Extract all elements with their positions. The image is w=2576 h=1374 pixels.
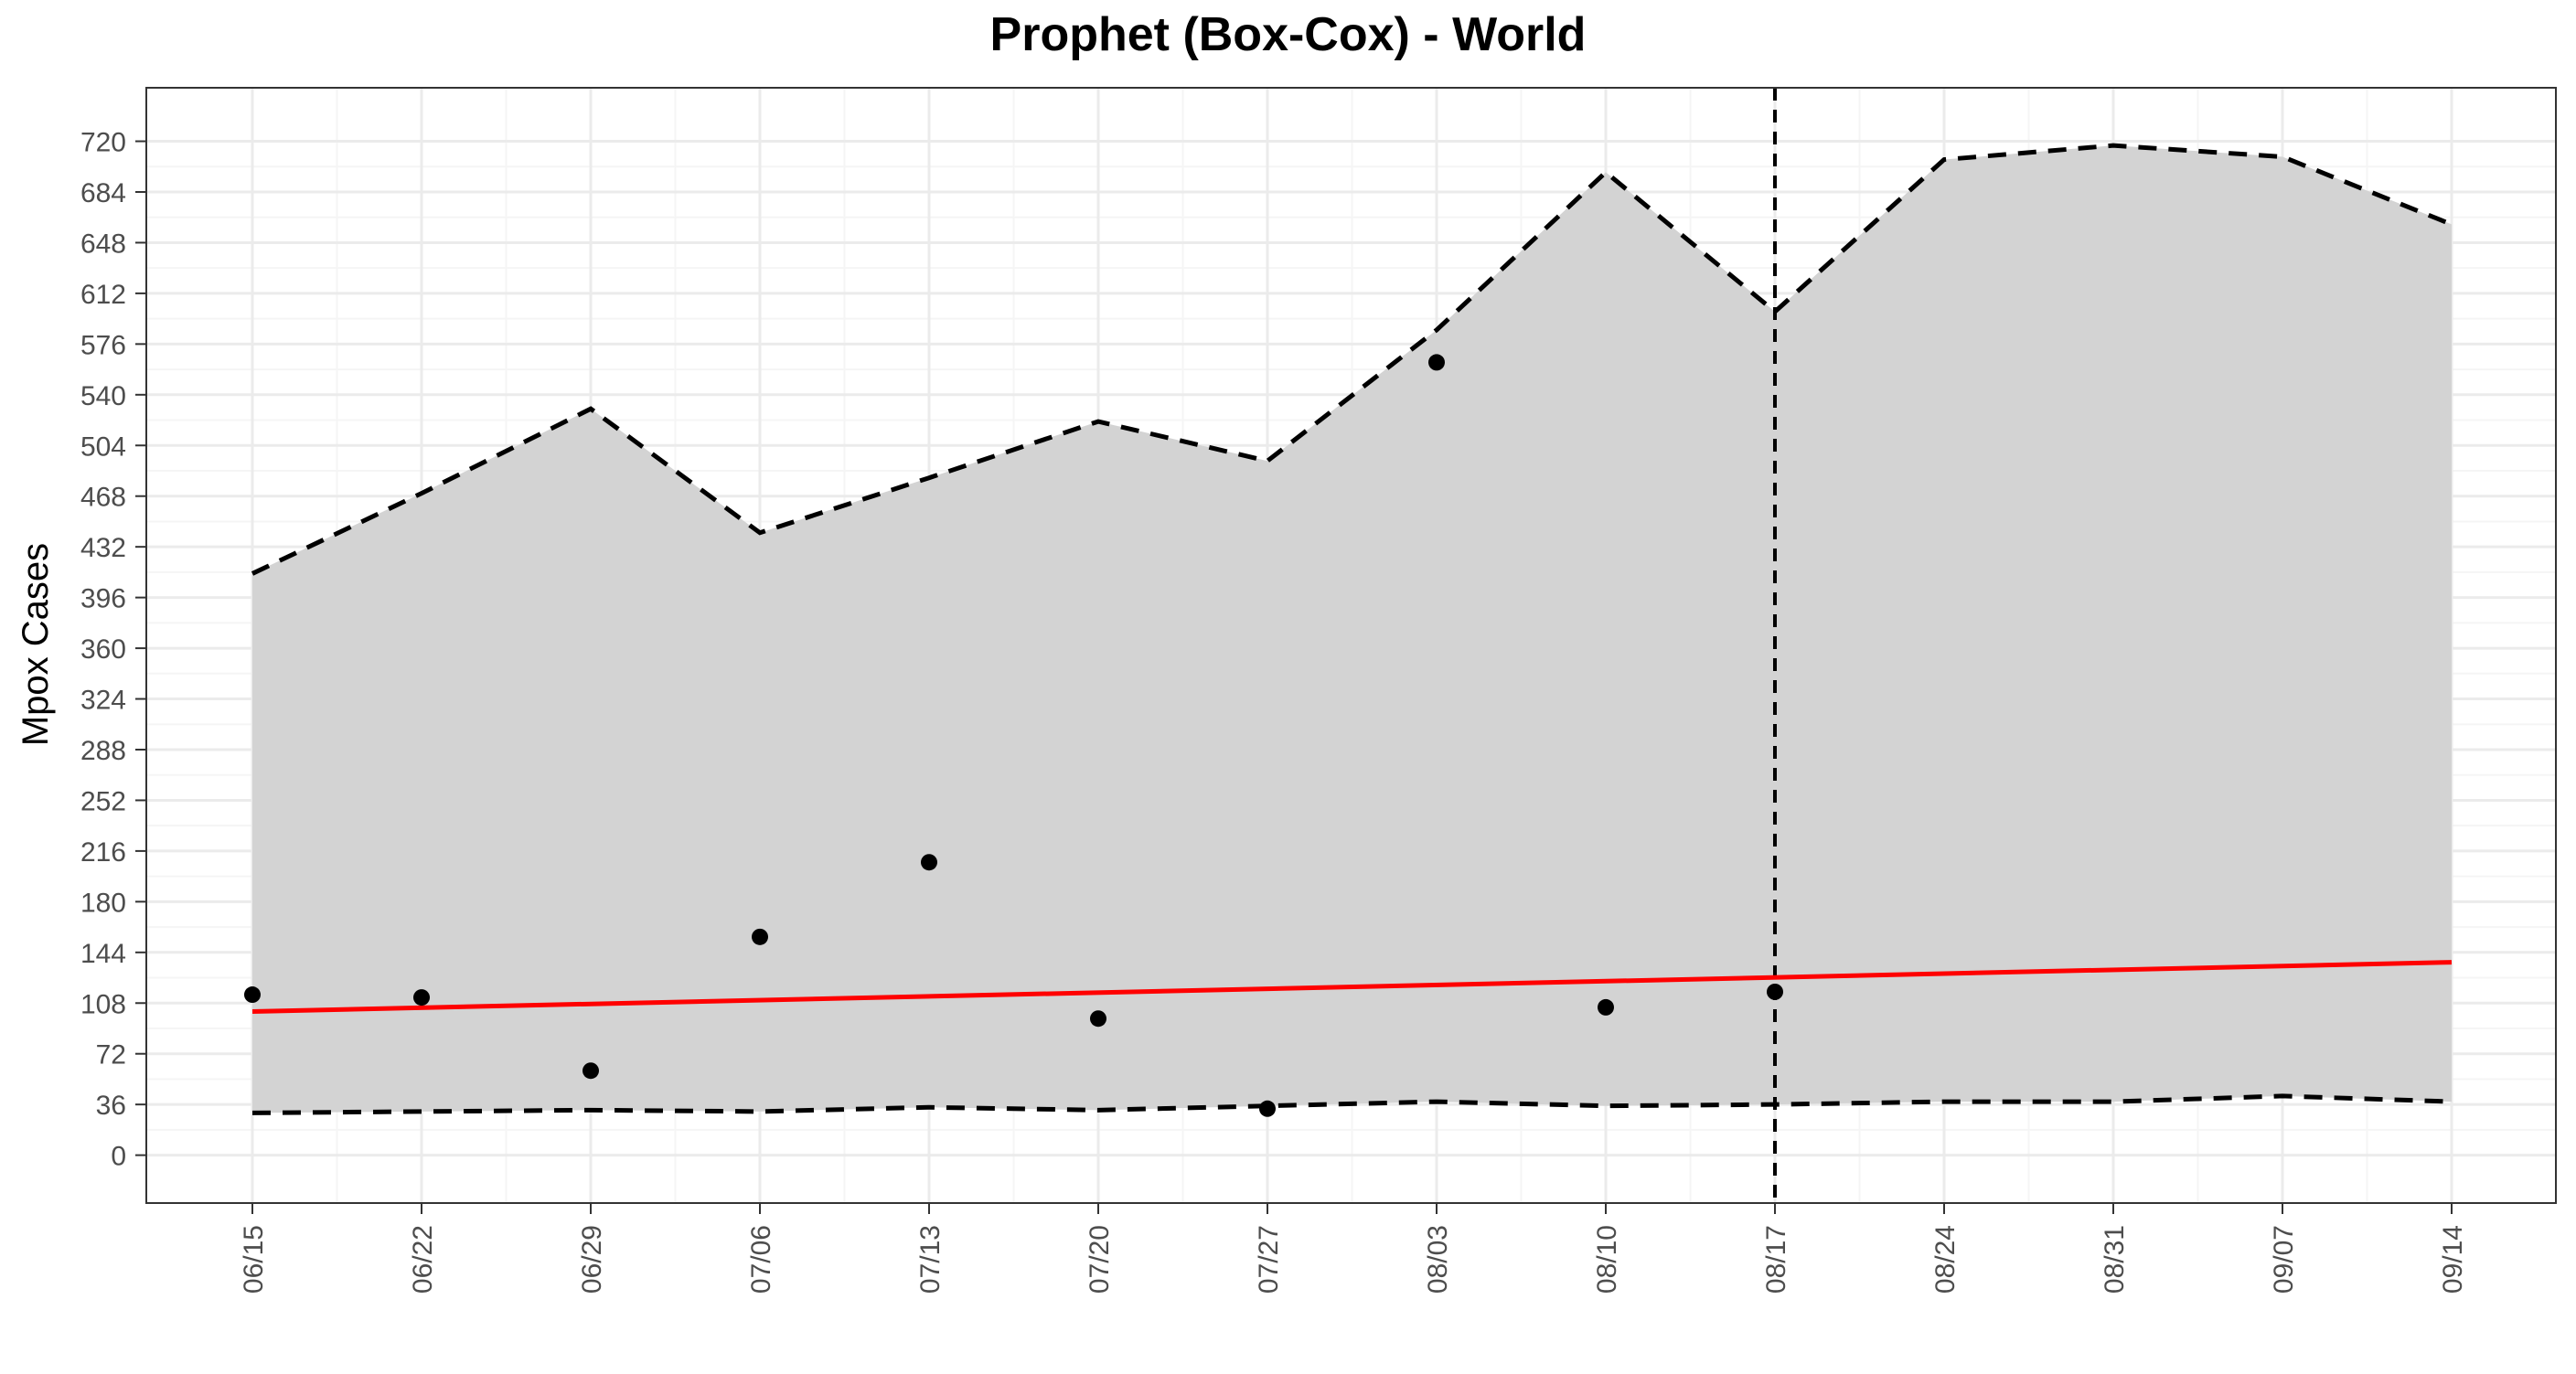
x-tick-label: 07/13 — [915, 1225, 946, 1294]
y-tick-label: 180 — [80, 888, 126, 918]
y-tick-label: 576 — [80, 330, 126, 360]
x-tick-label: 07/20 — [1085, 1225, 1115, 1294]
observed-point — [244, 986, 261, 1004]
observed-point — [1259, 1100, 1276, 1117]
series-layer — [251, 88, 2453, 1203]
lower-bound-line — [251, 1093, 2453, 1115]
chart-title: Prophet (Box-Cox) - World — [989, 8, 1587, 61]
y-tick-label: 144 — [80, 939, 126, 969]
y-tick-label: 324 — [80, 686, 126, 716]
y-tick-label: 612 — [80, 280, 126, 310]
y-tick-label: 540 — [80, 381, 126, 411]
y-tick-label: 468 — [80, 483, 126, 513]
x-axis: 06/15 06/22 06/29 07/06 07/13 07/20 07/27 08/03… — [239, 1203, 2468, 1294]
y-axis: 0 36 72 108 144 180 216 252 288 324 360 396 432 468 50… — [80, 128, 146, 1172]
observed-point — [752, 928, 768, 945]
x-tick-label: 08/31 — [2100, 1225, 2130, 1294]
observed-point — [1767, 983, 1783, 1000]
x-tick-label: 09/07 — [2269, 1225, 2299, 1294]
x-tick-label: 08/24 — [1930, 1225, 1961, 1294]
observed-point — [583, 1062, 599, 1080]
y-tick-label: 252 — [80, 786, 126, 816]
fitted-trend-line — [251, 960, 2453, 1015]
prediction-interval-layer — [252, 145, 2452, 1113]
y-tick-label: 396 — [80, 584, 126, 614]
x-tick-label: 06/22 — [408, 1225, 438, 1294]
y-tick-label: 216 — [80, 837, 126, 868]
x-tick-label: 07/27 — [1254, 1225, 1284, 1294]
x-tick-label: 08/10 — [1592, 1225, 1622, 1294]
observed-points-layer — [244, 354, 1783, 1117]
x-tick-label: 06/29 — [577, 1225, 607, 1294]
y-axis-label: Mpox Cases — [16, 543, 56, 746]
y-tick-label: 720 — [80, 128, 126, 158]
observed-point — [413, 989, 430, 1007]
x-tick-label: 06/15 — [239, 1225, 269, 1294]
y-tick-label: 72 — [96, 1040, 126, 1070]
y-tick-label: 360 — [80, 634, 126, 665]
x-tick-label: 08/03 — [1423, 1225, 1453, 1294]
observed-point — [1598, 998, 1614, 1016]
upper-bound-line — [251, 143, 2453, 576]
y-tick-label: 108 — [80, 989, 126, 1019]
panel-frame-layer — [145, 87, 2557, 1204]
observed-point — [921, 854, 937, 871]
observed-point — [1090, 1010, 1106, 1028]
panel-border — [145, 87, 2557, 1204]
x-tick-label: 09/14 — [2438, 1225, 2468, 1294]
y-tick-label: 684 — [80, 178, 126, 208]
y-tick-label: 648 — [80, 229, 126, 259]
y-tick-label: 0 — [111, 1142, 126, 1172]
x-tick-label: 08/17 — [1761, 1225, 1791, 1294]
prediction-interval-band — [252, 145, 2452, 1113]
y-tick-label: 36 — [96, 1091, 126, 1121]
x-tick-label: 07/06 — [746, 1225, 776, 1294]
observed-point — [1428, 354, 1445, 371]
y-tick-label: 504 — [80, 431, 126, 462]
y-tick-label: 432 — [80, 533, 126, 563]
y-tick-label: 288 — [80, 736, 126, 766]
